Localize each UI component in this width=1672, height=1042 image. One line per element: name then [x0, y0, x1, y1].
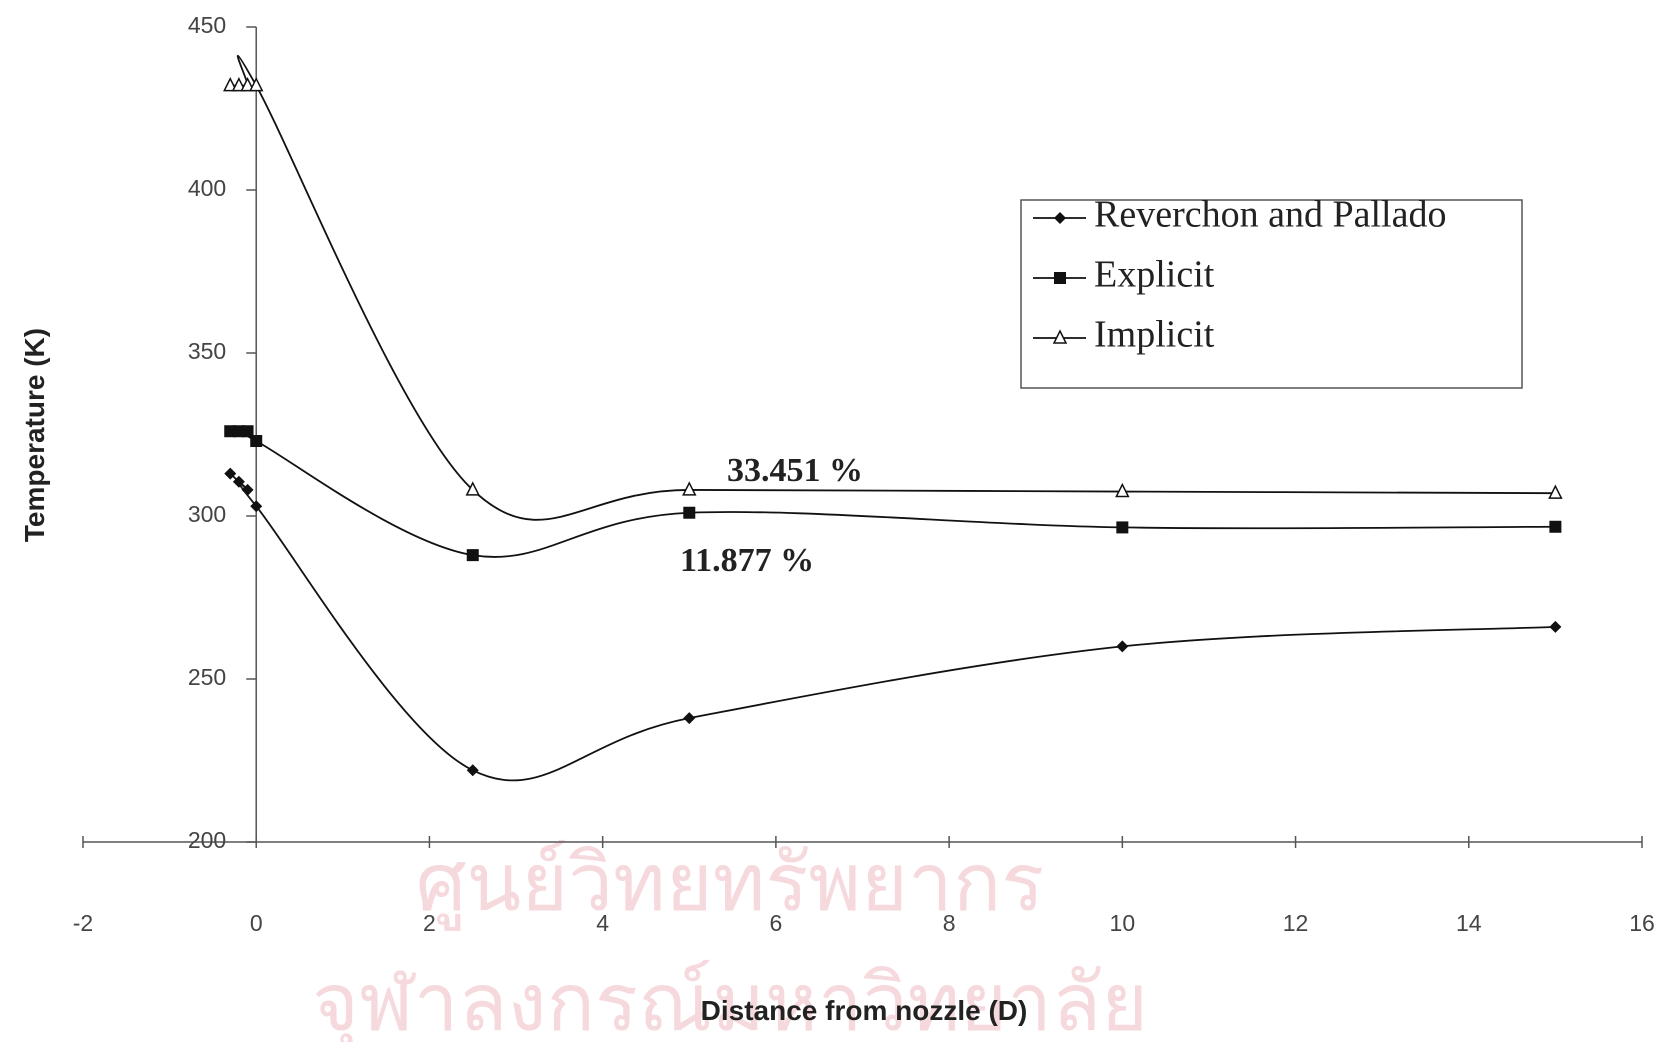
- y-tick-label: 400: [188, 175, 226, 201]
- data-point: [1116, 640, 1128, 652]
- y-tick-label: 250: [188, 664, 226, 690]
- series-line: [230, 474, 1555, 781]
- legend-label: Reverchon and Pallado: [1094, 194, 1446, 236]
- legend-label: Implicit: [1094, 314, 1215, 356]
- data-point: [1116, 485, 1128, 497]
- data-point: [1549, 486, 1561, 498]
- x-axis-title: Distance from nozzle (D): [701, 995, 1028, 1026]
- y-tick-label: 300: [188, 501, 226, 527]
- x-tick-label: 0: [250, 910, 263, 936]
- data-point: [1549, 521, 1561, 533]
- x-tick-label: 12: [1283, 910, 1309, 936]
- data-point: [467, 549, 479, 561]
- legend-marker: [1054, 272, 1066, 284]
- y-axis-title: Temperature (K): [19, 328, 50, 542]
- y-tick-label: 450: [188, 12, 226, 38]
- legend-label: Explicit: [1094, 254, 1215, 296]
- data-point: [250, 435, 262, 447]
- data-point: [1549, 621, 1561, 633]
- data-point: [1116, 521, 1128, 533]
- x-tick-label: 8: [943, 910, 956, 936]
- x-tick-label: 4: [596, 910, 609, 936]
- x-tick-label: 14: [1456, 910, 1482, 936]
- x-tick-label: 16: [1629, 910, 1655, 936]
- data-point: [683, 483, 695, 495]
- chart: ศูนย์วิทยทรัพยากร จุฬาลงกรณ์มหาวิทยาลัย …: [0, 0, 1672, 1042]
- y-tick-label: 200: [188, 827, 226, 853]
- data-point: [683, 507, 695, 519]
- y-tick-label: 350: [188, 338, 226, 364]
- data-point: [683, 712, 695, 724]
- x-tick-label: 6: [769, 910, 782, 936]
- x-tick-label: 10: [1110, 910, 1136, 936]
- annotation: 11.877 %: [680, 542, 814, 579]
- x-tick-label: -2: [73, 910, 93, 936]
- annotation: 33.451 %: [727, 452, 863, 489]
- data-point: [250, 79, 262, 91]
- x-tick-label: 2: [423, 910, 436, 936]
- data-point: [467, 764, 479, 776]
